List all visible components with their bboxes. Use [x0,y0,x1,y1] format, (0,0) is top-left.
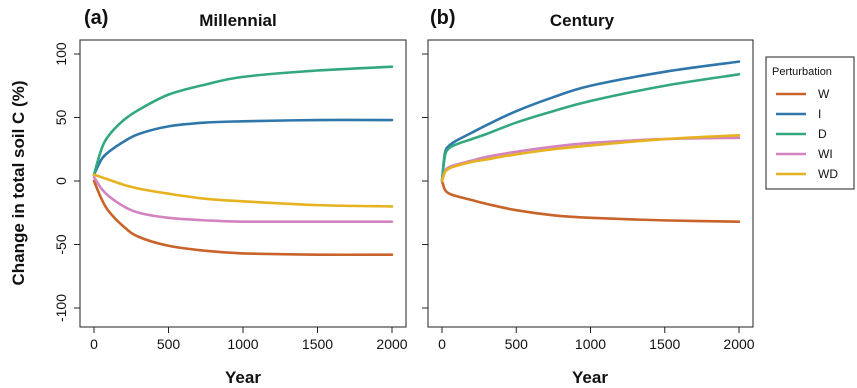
x-tick-label: 0 [438,336,446,352]
legend-label-wi: WI [818,147,833,161]
series-line-wd [92,173,394,208]
legend-label-wd: WD [818,167,838,181]
series-line-d [92,65,394,176]
series-line-w [440,179,741,223]
series-line-d [440,73,741,183]
y-tick-label: -50 [53,234,69,254]
panel-b-xlabel: Year [572,368,608,387]
legend-box [765,56,855,190]
series-line-i [440,60,741,183]
x-tick-label: 2000 [723,336,754,352]
series-line-wd [440,133,741,183]
legend-label-d: D [818,127,827,141]
x-tick-label: 2000 [376,336,407,352]
panel-b-frame [427,39,754,328]
y-axis-title: Change in total soil C (%) [9,81,28,286]
panel-a-xlabel: Year [225,368,261,387]
x-tick-label: 1500 [302,336,333,352]
x-tick-label: 500 [505,336,529,352]
panel-millennial: (a) Millennial Year 0 500 1000 1500 2000-100… [53,7,408,387]
series-line-i [92,118,394,176]
panel-a-label: (a) [84,7,108,29]
panel-b-ticks: 0 500 1000 1500 2000 [422,53,755,352]
y-tick-label: -100 [53,294,69,322]
x-tick-label: 1000 [227,336,258,352]
panel-b-title: Century [550,11,615,30]
x-tick-label: 1000 [575,336,606,352]
x-tick-label: 1500 [649,336,680,352]
series-line-w [92,179,394,257]
x-tick-label: 500 [157,336,181,352]
panel-century: (b) Century Year 0 500 1000 1500 2000 [422,7,755,387]
panel-a-frame [79,39,407,328]
y-tick-label: 0 [53,177,69,185]
legend-label-w: W [818,87,830,101]
panel-b-lines [440,60,741,223]
y-tick-label: 50 [53,110,69,126]
panel-a-title: Millennial [199,11,276,30]
legend-label-i: I [818,107,821,121]
panel-a-ticks: 0 500 1000 1500 2000 -100 -50 0 50 100 [53,42,408,352]
y-tick-label: 100 [53,42,69,66]
legend-title: Perturbation [772,66,832,78]
panel-b-label: (b) [430,7,456,29]
panel-a-lines [92,65,394,257]
series-line-wi [92,175,394,224]
x-tick-label: 0 [90,336,98,352]
